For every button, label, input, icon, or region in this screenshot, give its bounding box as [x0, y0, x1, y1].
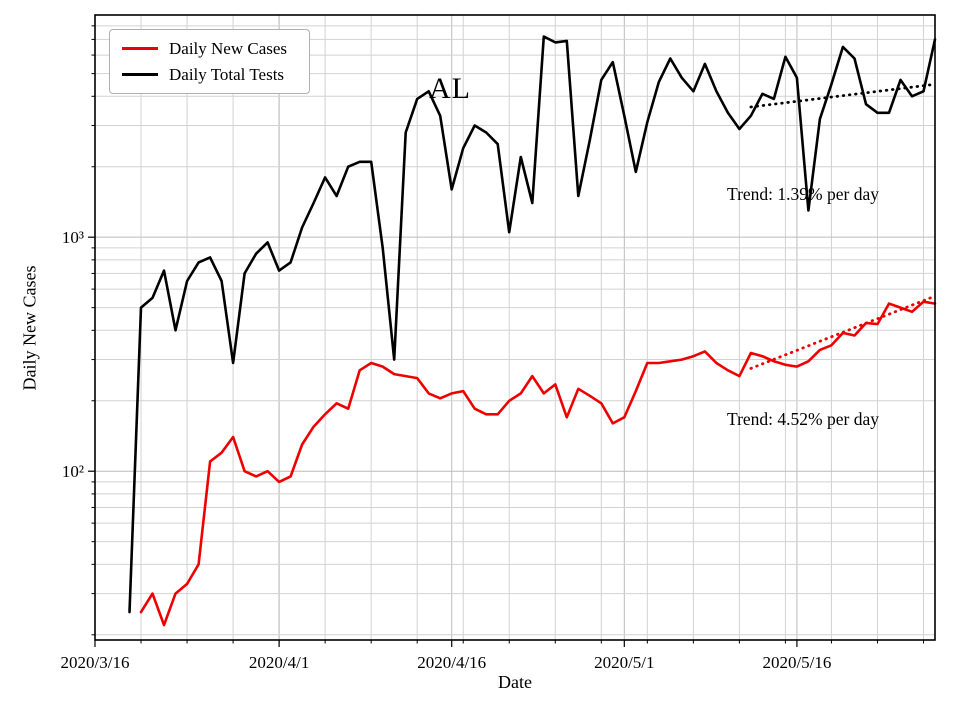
plot-frame — [94, 14, 936, 641]
series-line-daily-new-cases — [139, 300, 937, 627]
series-line-daily-total-tests — [128, 35, 937, 614]
x-tick-label: 2020/4/16 — [417, 653, 486, 672]
trend-annotation-tests: Trend: 1.39% per day — [727, 184, 879, 204]
legend: Daily New Cases Daily Total Tests — [109, 29, 311, 94]
trend-annotation-cases: Trend: 4.52% per day — [727, 409, 879, 429]
y-tick-label: 10³ — [62, 228, 84, 247]
x-tick-label: 2020/5/16 — [762, 653, 831, 672]
legend-item-daily-total-tests: Daily Total Tests — [122, 66, 287, 83]
legend-label-daily-new-cases: Daily New Cases — [169, 39, 288, 58]
legend-line-swatch-red — [122, 47, 158, 50]
x-tick-label: 2020/4/1 — [249, 653, 309, 672]
trend-line-tests-trend — [749, 82, 937, 109]
x-tick-label: 2020/3/16 — [61, 653, 130, 672]
y-axis-label: Daily New Cases — [19, 265, 40, 391]
legend-line-swatch-black — [122, 73, 158, 76]
x-axis-label: Date — [498, 672, 532, 692]
x-tick-label: 2020/5/1 — [594, 653, 654, 672]
y-tick-label: 10² — [62, 462, 84, 481]
chart-title: AL — [429, 72, 471, 105]
legend-label-daily-total-tests: Daily Total Tests — [169, 65, 285, 84]
legend-item-daily-new-cases: Daily New Cases — [122, 40, 287, 57]
